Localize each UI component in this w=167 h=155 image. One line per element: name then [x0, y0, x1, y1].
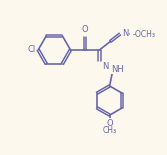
Text: NH: NH: [111, 65, 124, 74]
Text: Cl: Cl: [28, 45, 36, 54]
Text: N: N: [122, 29, 128, 38]
Text: -OCH₃: -OCH₃: [133, 30, 156, 39]
Text: O: O: [106, 119, 113, 128]
Text: O: O: [82, 25, 88, 34]
Text: N: N: [102, 62, 109, 71]
Text: CH₃: CH₃: [103, 126, 117, 135]
